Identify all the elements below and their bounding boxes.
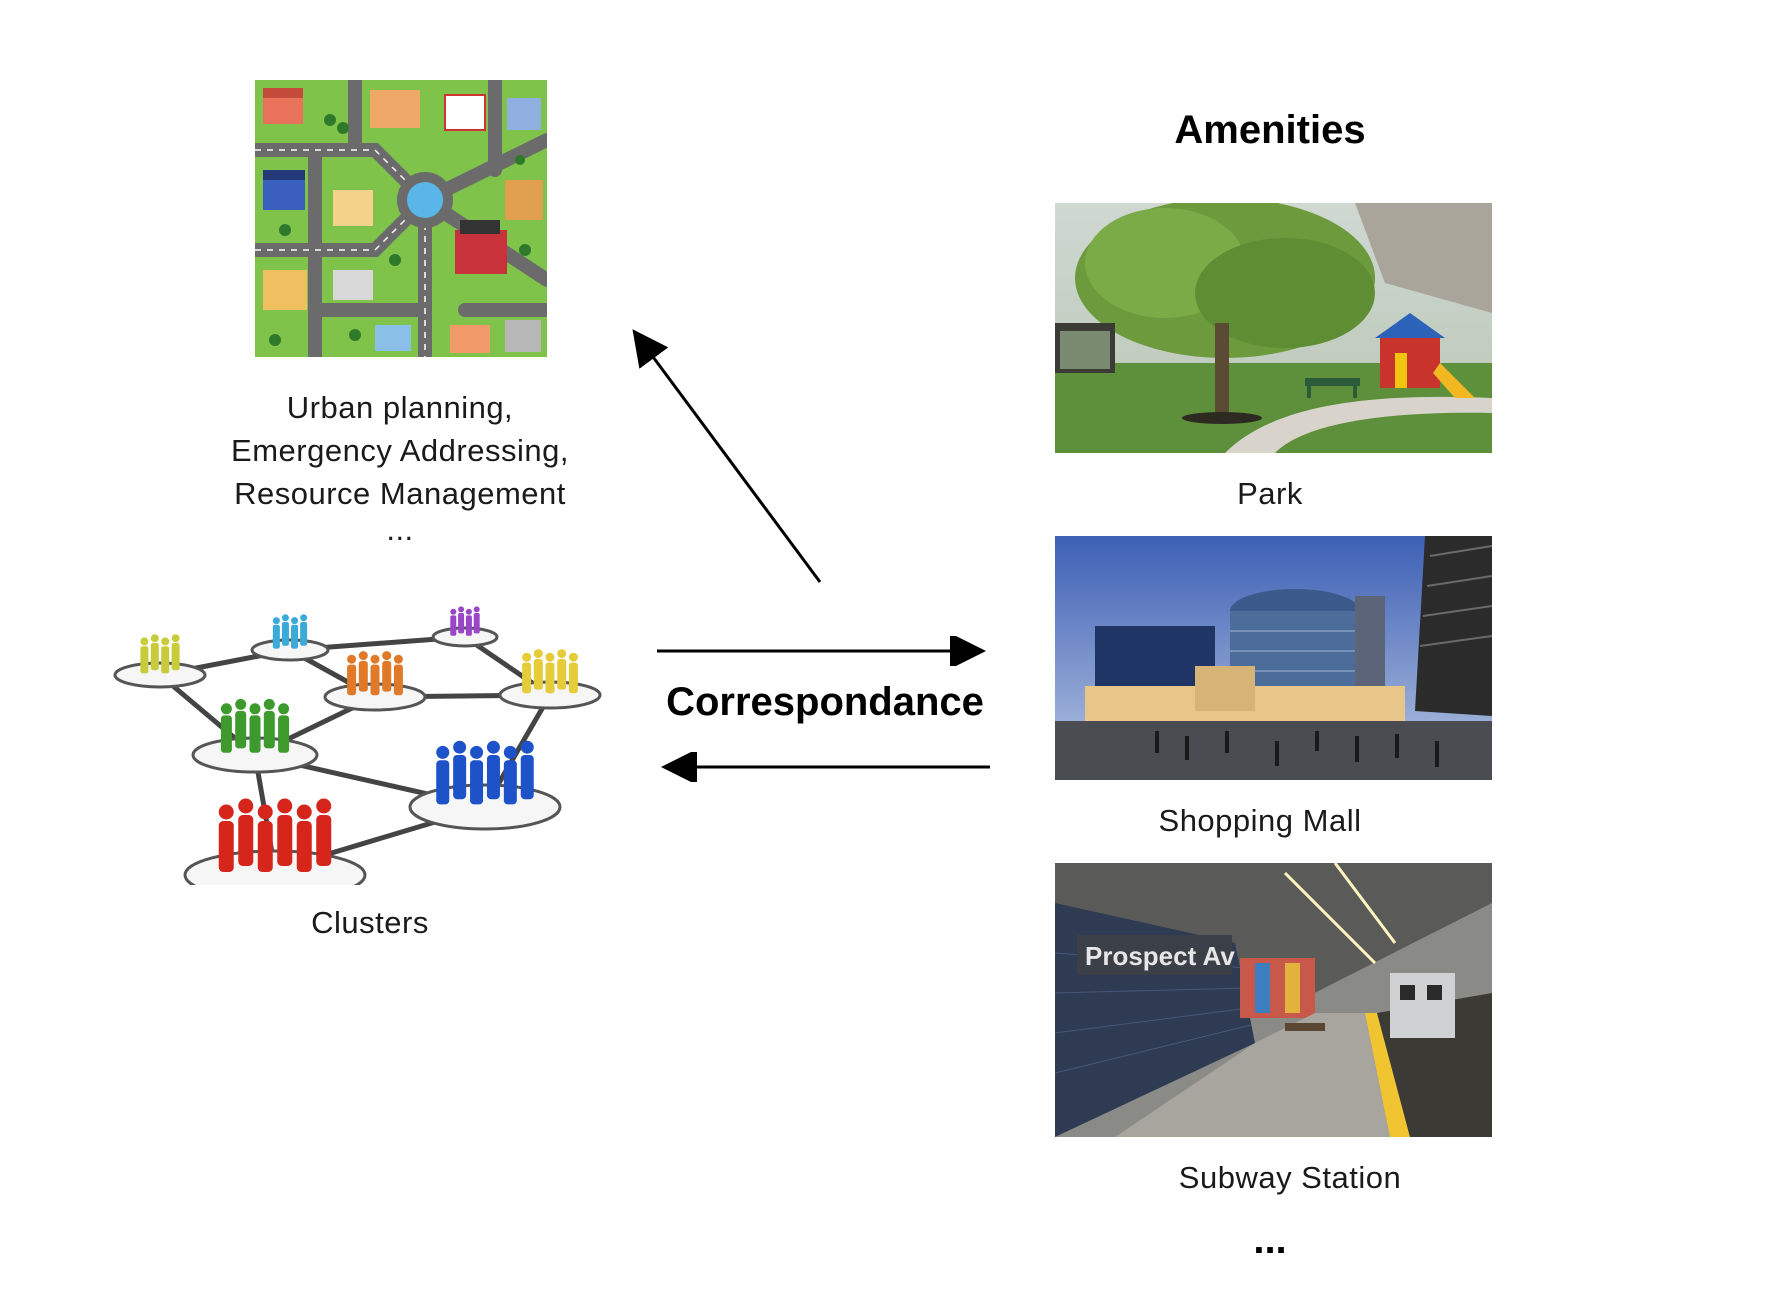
amenities-title: Amenities: [1174, 108, 1366, 152]
clusters-network-image: [110, 585, 630, 885]
diagonal-arrow: [632, 329, 822, 583]
shopping-mall-image: [1055, 536, 1492, 780]
right-arrow: [657, 636, 986, 666]
shopping-mall-label: Shopping Mall: [1158, 803, 1362, 838]
cluster-people-group: [218, 798, 332, 872]
cluster-people-group: [272, 614, 308, 649]
left-arrow: [661, 752, 990, 782]
city-map-image: [255, 80, 547, 357]
application-line-emergency-addressing: Emergency Addressing,: [231, 433, 569, 468]
correspondence-label: Correspondance: [666, 680, 984, 724]
application-line-resource-management: Resource Management: [234, 476, 566, 511]
cluster-people-group: [450, 606, 480, 636]
park-label: Park: [1237, 476, 1303, 511]
subway-station-label: Subway Station: [1178, 1160, 1402, 1195]
subway-station-image: Prospect Av: [1055, 863, 1492, 1137]
cluster-people-group: [220, 698, 290, 753]
prospect-av-sign: Prospect Av: [1085, 941, 1235, 971]
amenities-more-ellipsis: ...: [1253, 1218, 1287, 1262]
park-image: [1055, 203, 1492, 453]
application-line-ellipsis: ...: [386, 512, 414, 547]
cluster-people-group: [522, 649, 578, 694]
application-line-urban-planning: Urban planning,: [286, 390, 514, 425]
cluster-people-group: [347, 651, 403, 696]
clusters-label: Clusters: [311, 905, 429, 940]
cluster-people-group: [436, 740, 534, 805]
applications-caption: Urban planning, Emergency Addressing, Re…: [200, 386, 600, 545]
cluster-people-group: [140, 634, 180, 674]
